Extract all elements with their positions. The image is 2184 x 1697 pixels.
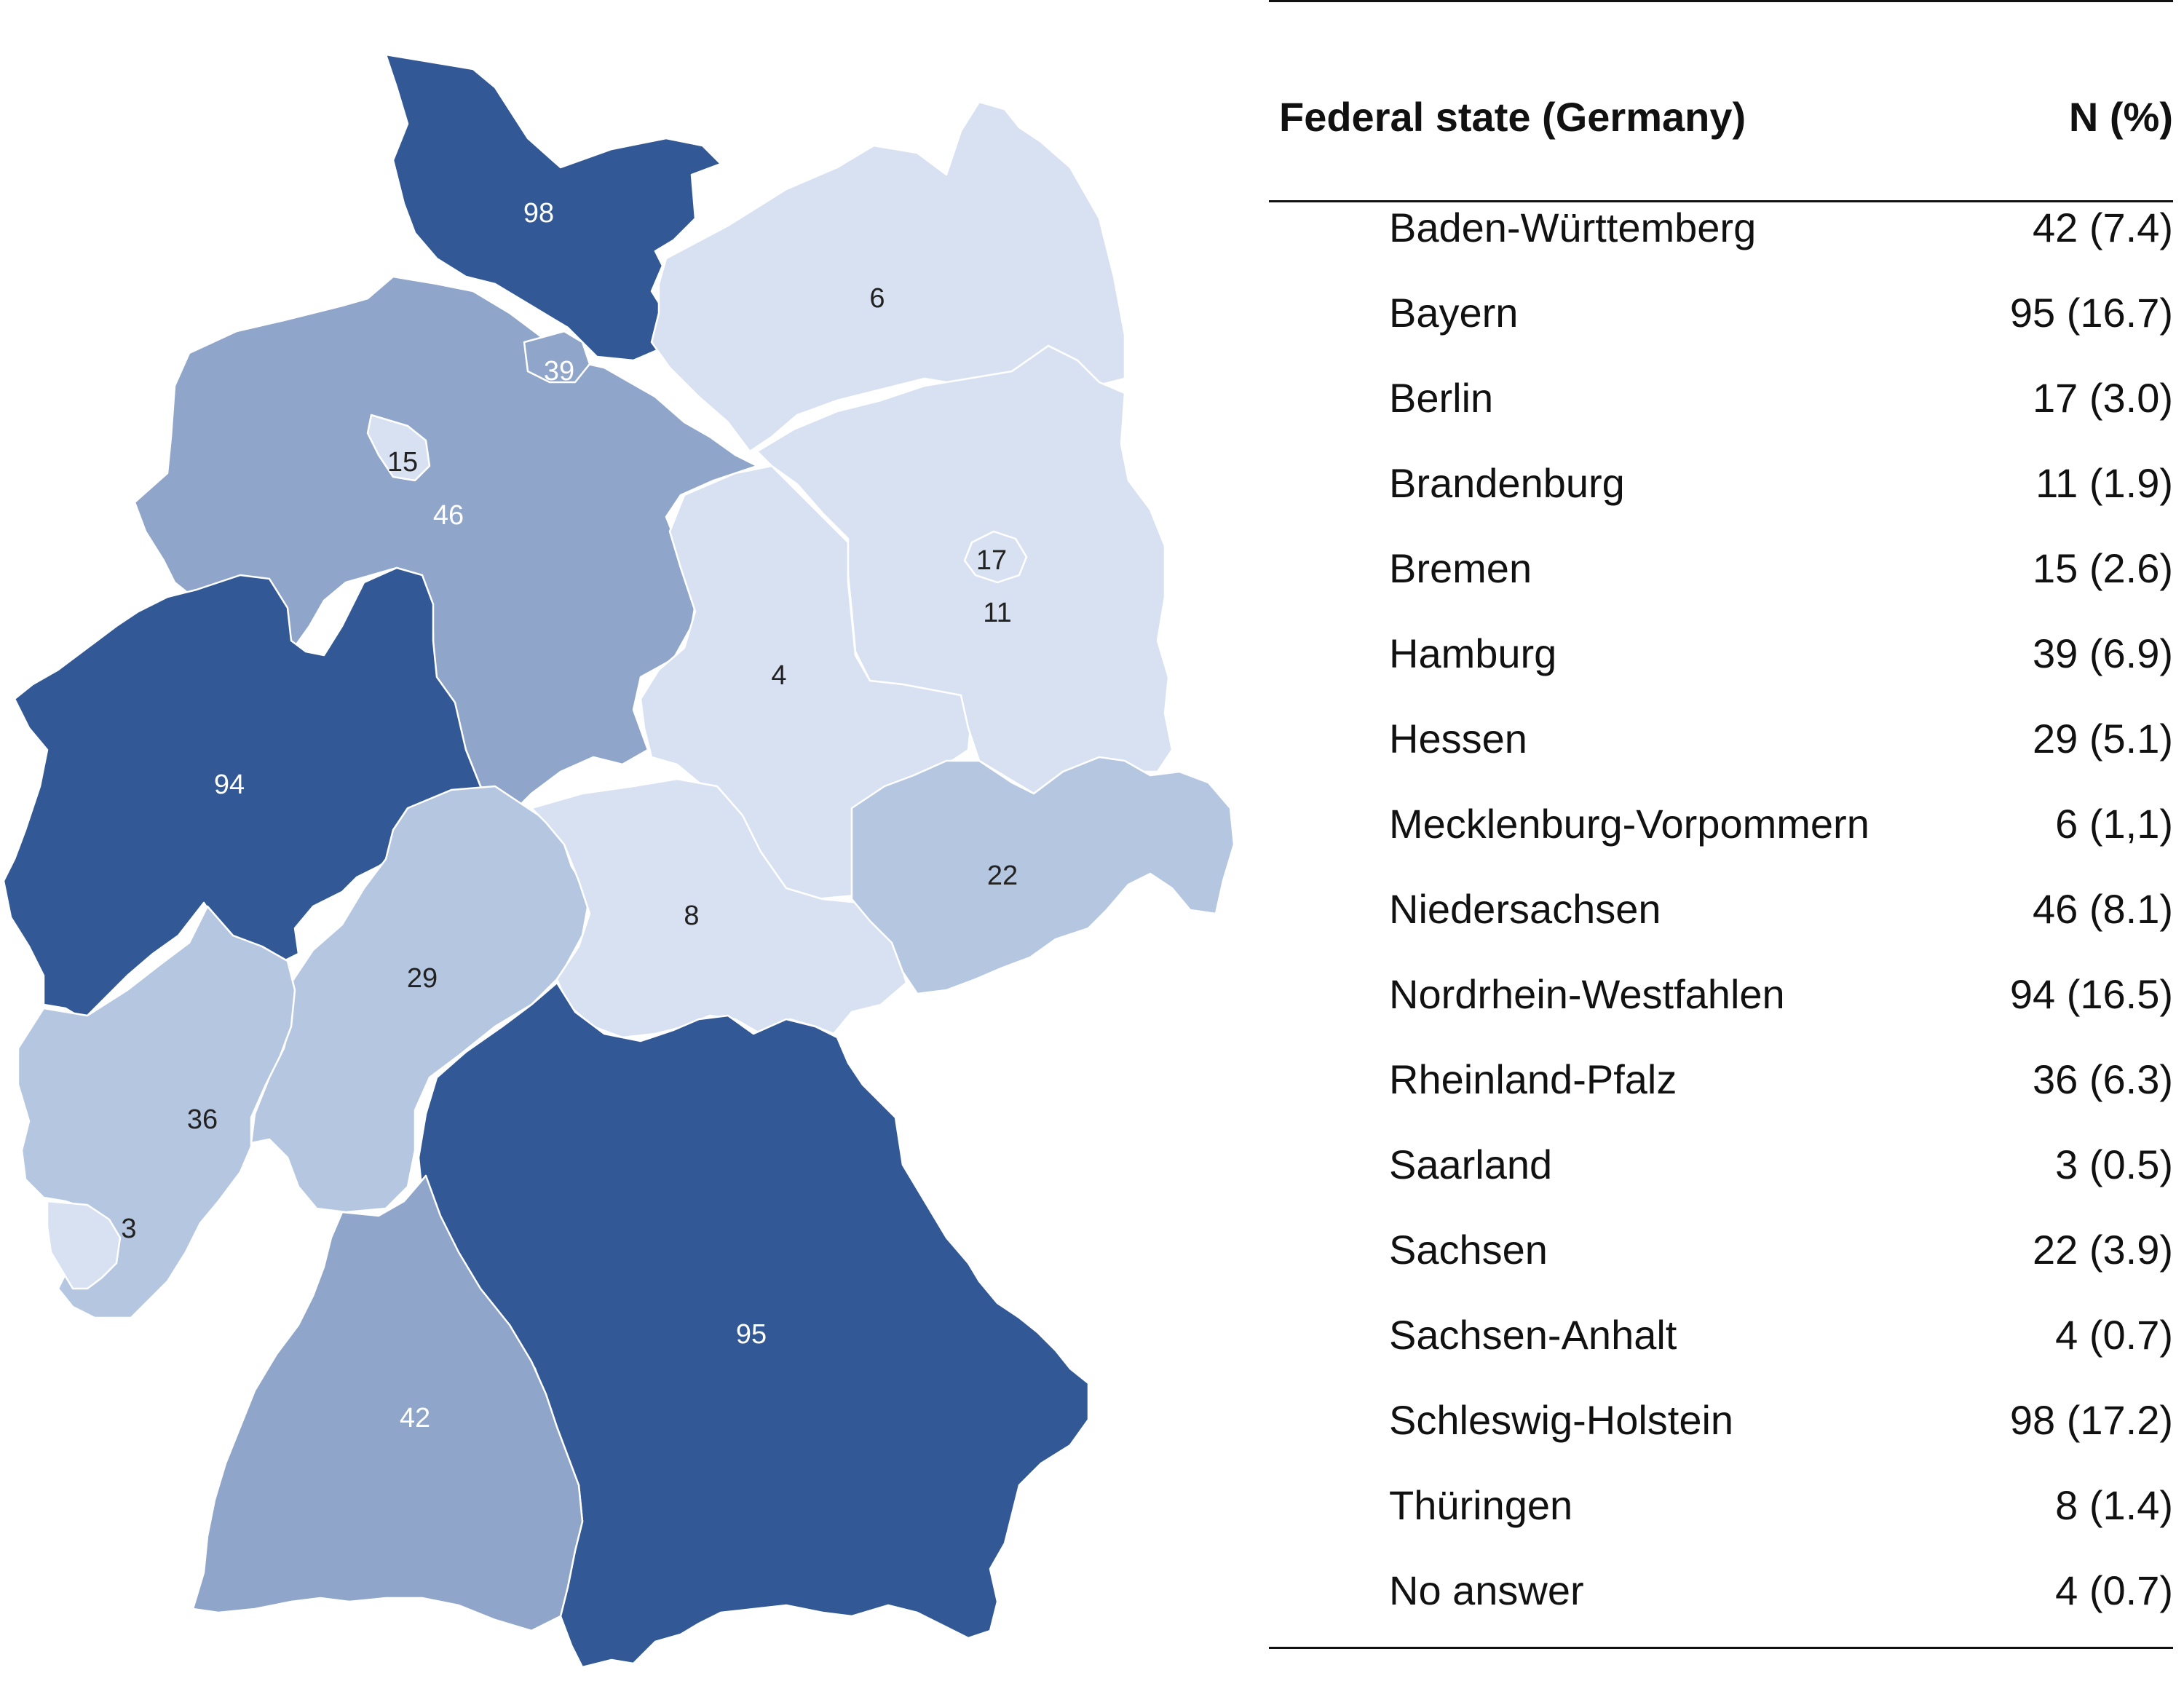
table-row: Sachsen-Anhalt 4 (0.7) xyxy=(1269,1311,2173,1396)
cell-state-name: Hamburg xyxy=(1389,630,1557,676)
cell-count-value: 8 (1.4) xyxy=(2055,1482,2173,1528)
cell-count-value: 11 (1.9) xyxy=(2035,460,2173,506)
table-row: Baden-Württemberg 42 (7.4) xyxy=(1269,204,2173,289)
table-top-rule xyxy=(1269,0,2173,2)
cell-state-name: Mecklenburg-Vorpommern xyxy=(1389,801,1870,847)
table-row: Hamburg 39 (6.9) xyxy=(1269,630,2173,715)
map-label-bayern: 95 xyxy=(736,1319,767,1350)
cell-state-name: Sachsen xyxy=(1389,1227,1548,1273)
cell-state-name: Berlin xyxy=(1389,375,1494,421)
cell-count-value: 6 (1,1) xyxy=(2055,801,2173,847)
map-label-sachsen: 22 xyxy=(987,861,1018,891)
map-label-nordrhein-westfalen: 94 xyxy=(214,770,245,800)
table-row: Brandenburg 11 (1.9) xyxy=(1269,459,2173,545)
map-label-saarland: 3 xyxy=(121,1214,136,1244)
cell-state-name: Hessen xyxy=(1389,716,1527,762)
region-bremen xyxy=(366,414,431,482)
table-row: Berlin 17 (3.0) xyxy=(1269,374,2173,459)
table-row: Hessen 29 (5.1) xyxy=(1269,715,2173,800)
map-label-sachsen-anhalt: 4 xyxy=(771,660,786,691)
region-brandenburg xyxy=(756,344,1174,795)
region-baden-wuerttemberg xyxy=(191,1174,584,1632)
cell-count-value: 4 (0.7) xyxy=(2055,1567,2173,1613)
region-saarland xyxy=(46,1200,122,1290)
map-label-baden-wuerttemberg: 42 xyxy=(400,1403,430,1433)
cell-state-name: Sachsen-Anhalt xyxy=(1389,1312,1677,1358)
map-label-mecklenburg-vorpommern: 6 xyxy=(869,283,885,314)
map-label-bremen: 15 xyxy=(387,447,418,478)
cell-state-name: Niedersachsen xyxy=(1389,886,1661,932)
cell-state-name: Schleswig-Holstein xyxy=(1389,1397,1734,1443)
cell-count-value: 36 (6.3) xyxy=(2033,1056,2173,1102)
region-rheinland-pfalz xyxy=(17,905,296,1319)
table-row: Saarland 3 (0.5) xyxy=(1269,1141,2173,1226)
germany-map: 98 6 39 15 46 17 11 4 94 22 8 29 36 3 95… xyxy=(2,53,1235,1669)
table-row: Bremen 15 (2.6) xyxy=(1269,545,2173,630)
cell-count-value: 22 (3.9) xyxy=(2033,1227,2173,1273)
cell-count-value: 95 (16.7) xyxy=(2009,290,2173,336)
table-header-rule xyxy=(1269,200,2173,202)
table-row: Bayern 95 (16.7) xyxy=(1269,289,2173,374)
cell-count-value: 3 (0.5) xyxy=(2055,1142,2173,1187)
region-sachsen xyxy=(850,756,1235,995)
map-label-hamburg: 39 xyxy=(544,356,574,387)
federal-state-table: Federal state (Germany) N (%) Baden-Würt… xyxy=(1269,0,2173,1697)
map-label-rheinland-pfalz: 36 xyxy=(187,1104,218,1135)
cell-count-value: 42 (7.4) xyxy=(2033,205,2173,250)
cell-state-name: Bremen xyxy=(1389,545,1532,591)
cell-state-name: Nordrhein-Westfahlen xyxy=(1389,971,1785,1017)
table-bottom-rule xyxy=(1269,1647,2173,1649)
column-header-count: N (%) xyxy=(2068,94,2173,140)
map-label-niedersachsen: 46 xyxy=(433,500,464,531)
cell-count-value: 29 (5.1) xyxy=(2033,716,2173,762)
table-row: Niedersachsen 46 (8.1) xyxy=(1269,885,2173,970)
table-row: No answer 4 (0.7) xyxy=(1269,1567,2173,1652)
cell-count-value: 39 (6.9) xyxy=(2033,630,2173,676)
cell-state-name: Bayern xyxy=(1389,290,1519,336)
cell-count-value: 15 (2.6) xyxy=(2033,545,2173,591)
map-label-brandenburg: 11 xyxy=(983,598,1011,628)
region-hamburg xyxy=(523,330,591,384)
cell-count-value: 94 (16.5) xyxy=(2009,971,2173,1017)
cell-state-name: No answer xyxy=(1389,1567,1584,1613)
cell-state-name: Brandenburg xyxy=(1389,460,1625,506)
map-label-schleswig-holstein: 98 xyxy=(523,198,554,229)
cell-count-value: 98 (17.2) xyxy=(2009,1397,2173,1443)
cell-state-name: Baden-Württemberg xyxy=(1389,205,1757,250)
table-row: Schleswig-Holstein 98 (17.2) xyxy=(1269,1396,2173,1482)
cell-state-name: Rheinland-Pfalz xyxy=(1389,1056,1677,1102)
cell-count-value: 17 (3.0) xyxy=(2033,375,2173,421)
cell-count-value: 46 (8.1) xyxy=(2033,886,2173,932)
region-berlin xyxy=(963,530,1028,584)
map-label-hessen: 29 xyxy=(407,963,438,994)
table-row: Nordrhein-Westfahlen 94 (16.5) xyxy=(1269,970,2173,1056)
cell-count-value: 4 (0.7) xyxy=(2055,1312,2173,1358)
cell-state-name: Thüringen xyxy=(1389,1482,1573,1528)
map-label-thueringen: 8 xyxy=(684,901,699,931)
map-label-berlin: 17 xyxy=(976,545,1007,576)
table-row: Thüringen 8 (1.4) xyxy=(1269,1482,2173,1567)
table-row: Mecklenburg-Vorpommern 6 (1,1) xyxy=(1269,800,2173,885)
column-header-state: Federal state (Germany) xyxy=(1279,94,1746,140)
cell-state-name: Saarland xyxy=(1389,1142,1553,1187)
table-row: Rheinland-Pfalz 36 (6.3) xyxy=(1269,1056,2173,1141)
table-row: Sachsen 22 (3.9) xyxy=(1269,1226,2173,1311)
